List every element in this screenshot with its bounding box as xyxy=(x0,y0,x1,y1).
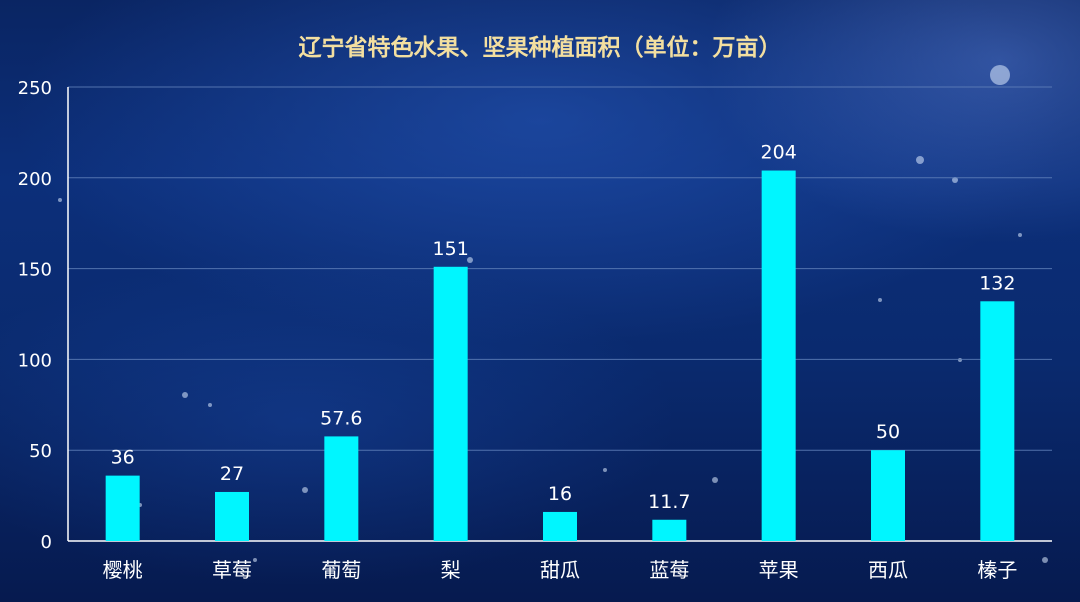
star-dot xyxy=(1018,233,1022,237)
bar-7 xyxy=(761,170,796,541)
category-label: 榛子 xyxy=(977,558,1017,582)
star-dot xyxy=(958,358,962,362)
star-dot xyxy=(878,298,882,302)
category-label: 甜瓜 xyxy=(540,558,580,582)
star-dot xyxy=(253,558,257,562)
category-label: 樱桃 xyxy=(103,558,143,582)
data-label: 27 xyxy=(220,463,244,485)
category-label: 苹果 xyxy=(759,558,799,582)
star-dot xyxy=(916,156,924,164)
y-tick-label: 200 xyxy=(18,169,52,190)
star-dot xyxy=(58,198,62,202)
y-tick-label: 150 xyxy=(18,260,52,281)
bar-1 xyxy=(105,475,140,541)
star-dot xyxy=(1042,557,1048,563)
bar-3 xyxy=(324,436,359,541)
y-tick-label: 50 xyxy=(29,441,52,462)
star-dot xyxy=(182,392,188,398)
bar-2 xyxy=(215,491,249,541)
y-tick-label: 100 xyxy=(18,350,52,371)
star-dot xyxy=(952,177,958,183)
bar-8 xyxy=(871,450,905,541)
star-dot xyxy=(208,403,212,407)
data-label: 11.7 xyxy=(648,491,690,513)
gridlines xyxy=(68,86,1052,451)
bars xyxy=(105,170,1015,541)
bar-9 xyxy=(980,301,1015,541)
y-axis-ticks: 0 50 100 150 200 250 xyxy=(18,78,52,553)
data-labels: 36 27 57.6 151 16 11.7 204 50 132 xyxy=(111,142,1016,513)
star-dot xyxy=(302,487,308,493)
bar-5 xyxy=(543,511,577,541)
data-label: 50 xyxy=(876,421,900,443)
chart-title: 辽宁省特色水果、坚果种植面积（单位：万亩） xyxy=(299,34,782,61)
category-label: 西瓜 xyxy=(868,558,908,582)
data-label: 132 xyxy=(979,272,1015,294)
data-label: 204 xyxy=(761,142,797,164)
category-label: 葡萄 xyxy=(321,558,361,582)
star-dot xyxy=(603,468,607,472)
y-tick-label: 0 xyxy=(41,532,52,553)
bar-4 xyxy=(433,266,468,541)
star-dot xyxy=(712,477,718,483)
y-tick-label: 250 xyxy=(18,78,52,99)
category-labels: 樱桃 草莓 葡萄 梨 甜瓜 蓝莓 苹果 西瓜 榛子 xyxy=(103,558,1018,582)
data-label: 16 xyxy=(548,483,572,505)
category-label: 蓝莓 xyxy=(649,558,689,582)
category-label: 草莓 xyxy=(212,558,252,582)
star-dot xyxy=(467,257,473,263)
category-label: 梨 xyxy=(441,558,461,582)
star-dot xyxy=(990,65,1010,85)
bar-6 xyxy=(652,519,687,541)
data-label: 151 xyxy=(433,238,469,260)
data-label: 36 xyxy=(111,447,135,469)
data-label: 57.6 xyxy=(320,407,362,429)
